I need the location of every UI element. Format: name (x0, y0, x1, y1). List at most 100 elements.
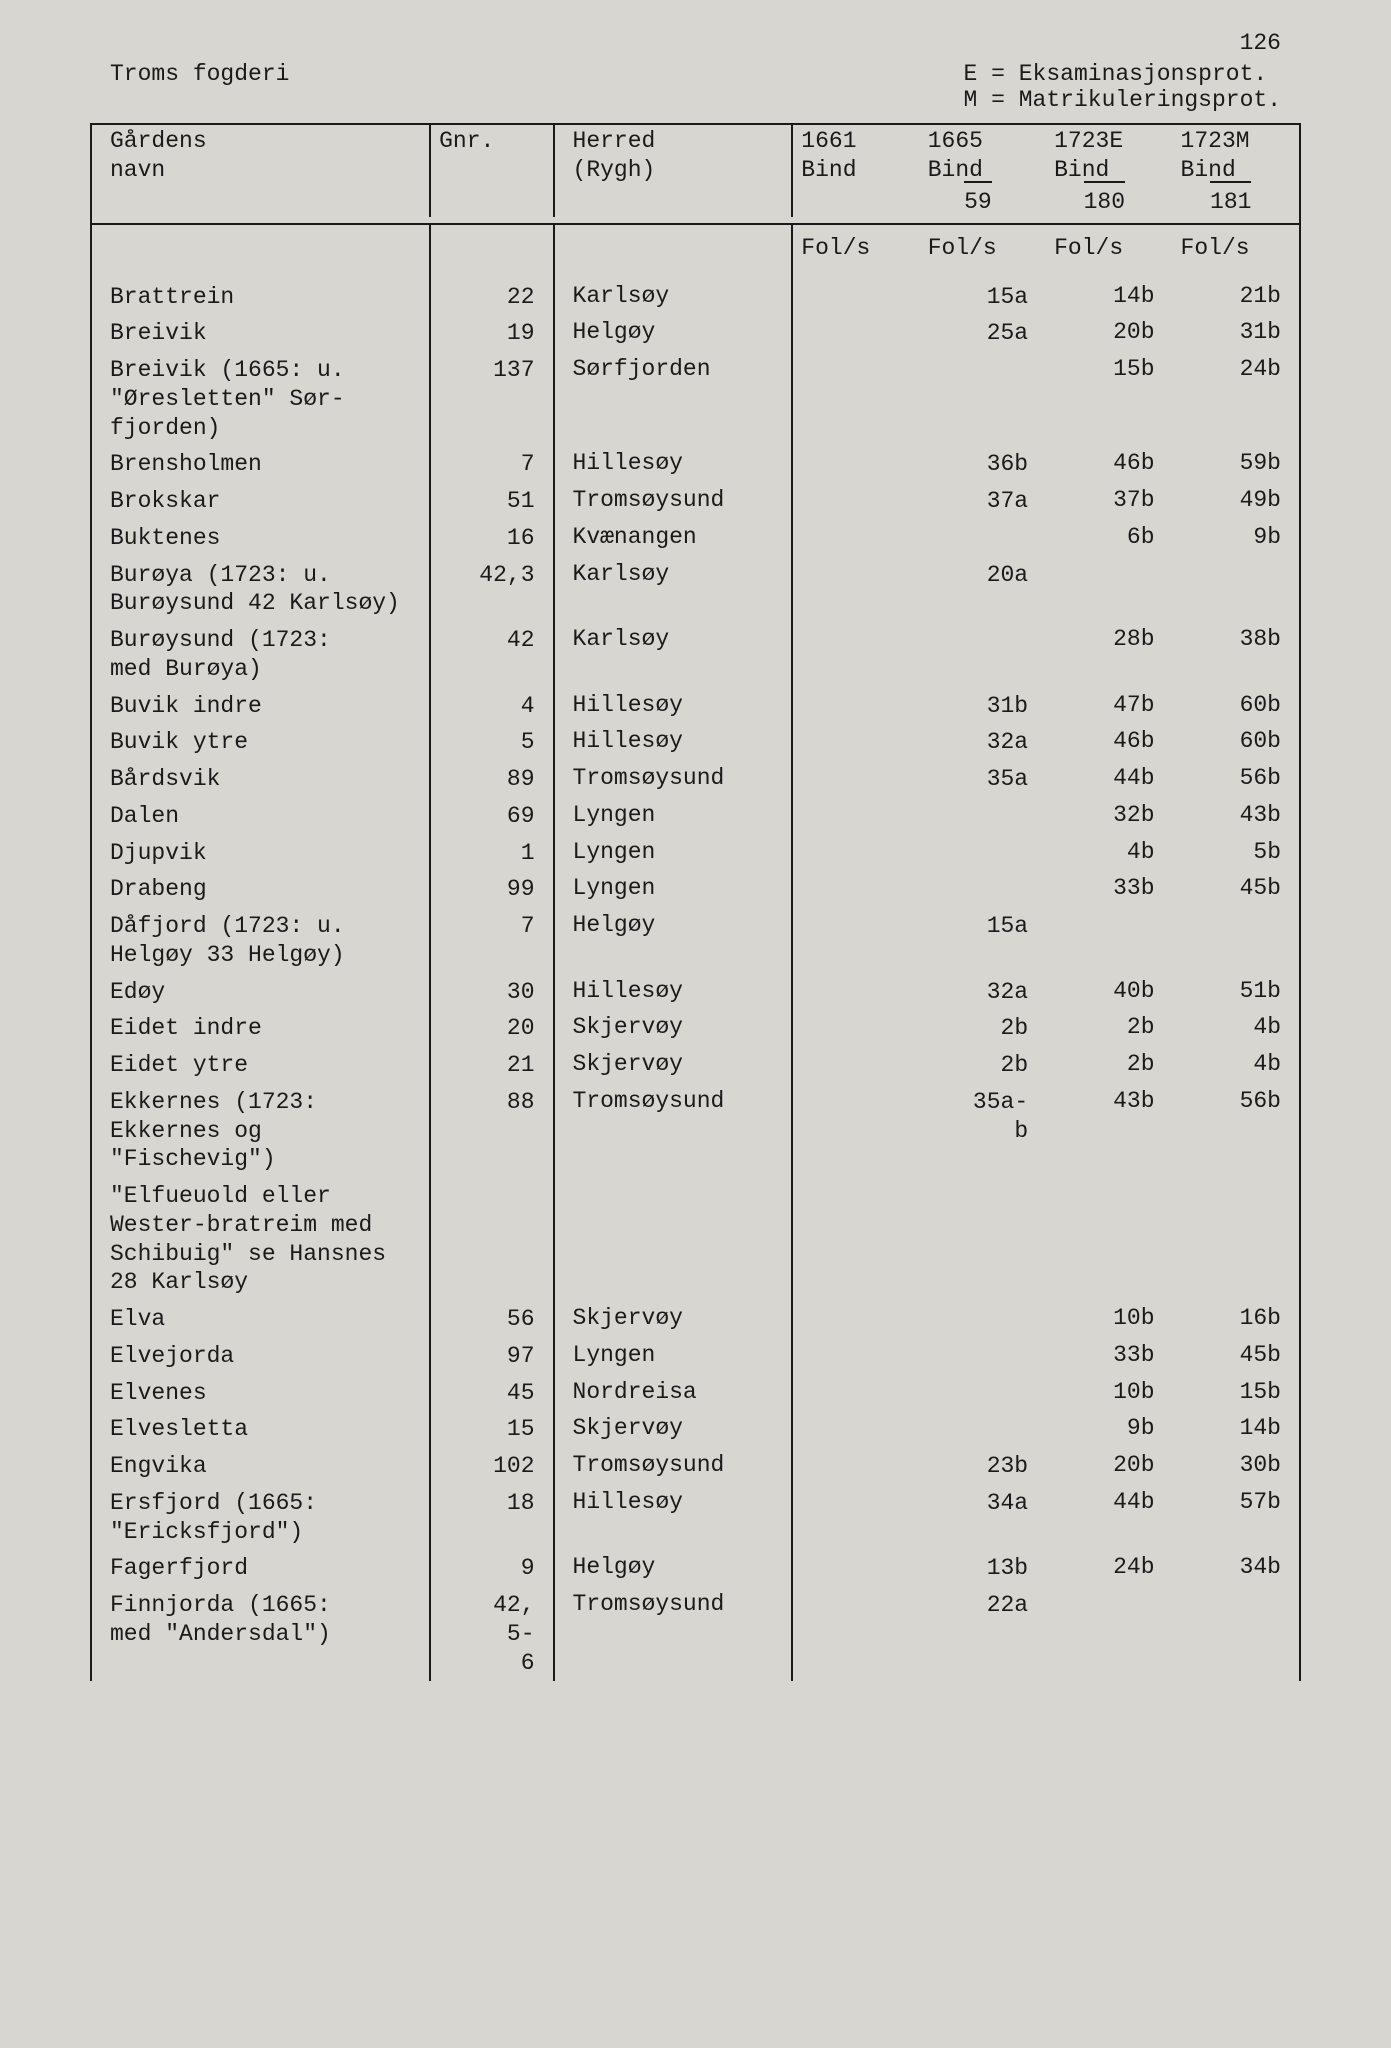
cell-1665: 15a (920, 279, 1046, 316)
table-row: Brattrein22Karlsøy 15a14b21b (92, 279, 1299, 316)
cell-1723m: 15b (1173, 1375, 1299, 1412)
cell-herred: Karlsøy (554, 279, 793, 316)
cell-herred: Hillesøy (554, 446, 793, 483)
cell-herred: Skjervøy (554, 1047, 793, 1084)
cell-1665: 35a- b (920, 1084, 1046, 1178)
cell-1723m: 21b (1173, 279, 1299, 316)
table-row: Finnjorda (1665: med "Andersdal")42, 5- … (92, 1587, 1299, 1681)
cell-1661 (792, 1411, 919, 1448)
cell-1665 (920, 1338, 1046, 1375)
cell-gnr: 88 (430, 1084, 553, 1178)
cell-1723e: 44b (1046, 1485, 1172, 1551)
cell-1723e: 2b (1046, 1047, 1172, 1084)
table-row: Elvejorda97Lyngen33b45b (92, 1338, 1299, 1375)
cell-1723m: 56b (1173, 1084, 1299, 1178)
cell-1665 (920, 798, 1046, 835)
page-number: 126 (90, 30, 1301, 56)
cell-herred: Hillesøy (554, 974, 793, 1011)
cell-1665 (920, 1301, 1046, 1338)
cell-1723e: 10b (1046, 1301, 1172, 1338)
cell-gnr: 99 (430, 871, 553, 908)
cell-gnr (430, 1178, 553, 1301)
cell-1723m: 38b (1173, 622, 1299, 688)
cell-1665 (920, 352, 1046, 446)
table-row: Buvik ytre5Hillesøy32a46b60b (92, 724, 1299, 761)
cell-name: Breivik (92, 315, 430, 352)
cell-gnr: 1 (430, 835, 553, 872)
cell-1723e: 33b (1046, 1338, 1172, 1375)
cell-name: Ersfjord (1665: "Ericksfjord") (92, 1485, 430, 1551)
cell-herred: Skjervøy (554, 1301, 793, 1338)
cell-1723e: 14b (1046, 279, 1172, 316)
cell-1665 (920, 622, 1046, 688)
cell-1723e: 10b (1046, 1375, 1172, 1412)
cell-1661 (792, 315, 919, 352)
cell-name: Dåfjord (1723: u. Helgøy 33 Helgøy) (92, 908, 430, 974)
cell-gnr: 19 (430, 315, 553, 352)
table-row: Brokskar51Tromsøysund37a37b49b (92, 483, 1299, 520)
cell-gnr: 22 (430, 279, 553, 316)
cell-name: Elvesletta (92, 1411, 430, 1448)
cell-1665 (920, 520, 1046, 557)
cell-gnr: 21 (430, 1047, 553, 1084)
cell-1661 (792, 1338, 919, 1375)
table-header-row: Gårdens navn Gnr. Herred (Rygh) 1661 Bin… (92, 125, 1299, 187)
cell-gnr: 89 (430, 761, 553, 798)
cell-1723m: 14b (1173, 1411, 1299, 1448)
table-row: Brensholmen7Hillesøy36b46b59b (92, 446, 1299, 483)
cell-1723e: 6b (1046, 520, 1172, 557)
cell-gnr: 102 (430, 1448, 553, 1485)
cell-gnr: 51 (430, 483, 553, 520)
cell-herred: Skjervøy (554, 1010, 793, 1047)
cell-1723m: 34b (1173, 1550, 1299, 1587)
cell-gnr: 69 (430, 798, 553, 835)
cell-herred: Kvænangen (554, 520, 793, 557)
table-row: "Elfueuold eller Wester-bratreim med Sch… (92, 1178, 1299, 1301)
cell-name: Engvika (92, 1448, 430, 1485)
cell-1661 (792, 835, 919, 872)
cell-1661 (792, 688, 919, 725)
cell-1665: 34a (920, 1485, 1046, 1551)
cell-herred (554, 1178, 793, 1301)
cell-name: Elvenes (92, 1375, 430, 1412)
cell-1723m: 30b (1173, 1448, 1299, 1485)
cell-1661 (792, 1178, 919, 1301)
cell-1723m: 60b (1173, 724, 1299, 761)
cell-1723m (1173, 1587, 1299, 1681)
bind-1661 (792, 187, 919, 217)
cell-name: Breivik (1665: u. "Øresletten" Sør- fjor… (92, 352, 430, 446)
cell-herred: Helgøy (554, 1550, 793, 1587)
cell-name: Ekkernes (1723: Ekkernes og "Fischevig") (92, 1084, 430, 1178)
cell-herred: Tromsøysund (554, 1587, 793, 1681)
cell-1661 (792, 520, 919, 557)
col-header-herred: Herred (Rygh) (554, 125, 793, 187)
cell-name: Dalen (92, 798, 430, 835)
cell-1665 (920, 835, 1046, 872)
cell-1723m: 51b (1173, 974, 1299, 1011)
cell-name: Elva (92, 1301, 430, 1338)
cell-1723m: 5b (1173, 835, 1299, 872)
cell-herred: Hillesøy (554, 1485, 793, 1551)
cell-1665: 20a (920, 557, 1046, 623)
cell-1723e: 44b (1046, 761, 1172, 798)
cell-name: Brattrein (92, 279, 430, 316)
col-header-name: Gårdens navn (92, 125, 430, 187)
cell-1661 (792, 1485, 919, 1551)
cell-herred: Lyngen (554, 798, 793, 835)
cell-1723e (1046, 1178, 1172, 1301)
cell-1661 (792, 483, 919, 520)
fols-1661: Fol/s (792, 224, 919, 279)
table-body: Fol/s Fol/s Fol/s Fol/s Brattrein22Karls… (92, 217, 1299, 1682)
cell-1661 (792, 1010, 919, 1047)
cell-1723e (1046, 557, 1172, 623)
table-row: Burøya (1723: u. Burøysund 42 Karlsøy)42… (92, 557, 1299, 623)
table-row: Elvenes45Nordreisa10b15b (92, 1375, 1299, 1412)
cell-1661 (792, 1047, 919, 1084)
cell-1723m: 45b (1173, 871, 1299, 908)
cell-gnr: 18 (430, 1485, 553, 1551)
cell-gnr: 45 (430, 1375, 553, 1412)
cell-1665: 31b (920, 688, 1046, 725)
col-header-1723e: 1723E Bind (1046, 125, 1172, 187)
cell-1723e: 43b (1046, 1084, 1172, 1178)
cell-1723m (1173, 1178, 1299, 1301)
